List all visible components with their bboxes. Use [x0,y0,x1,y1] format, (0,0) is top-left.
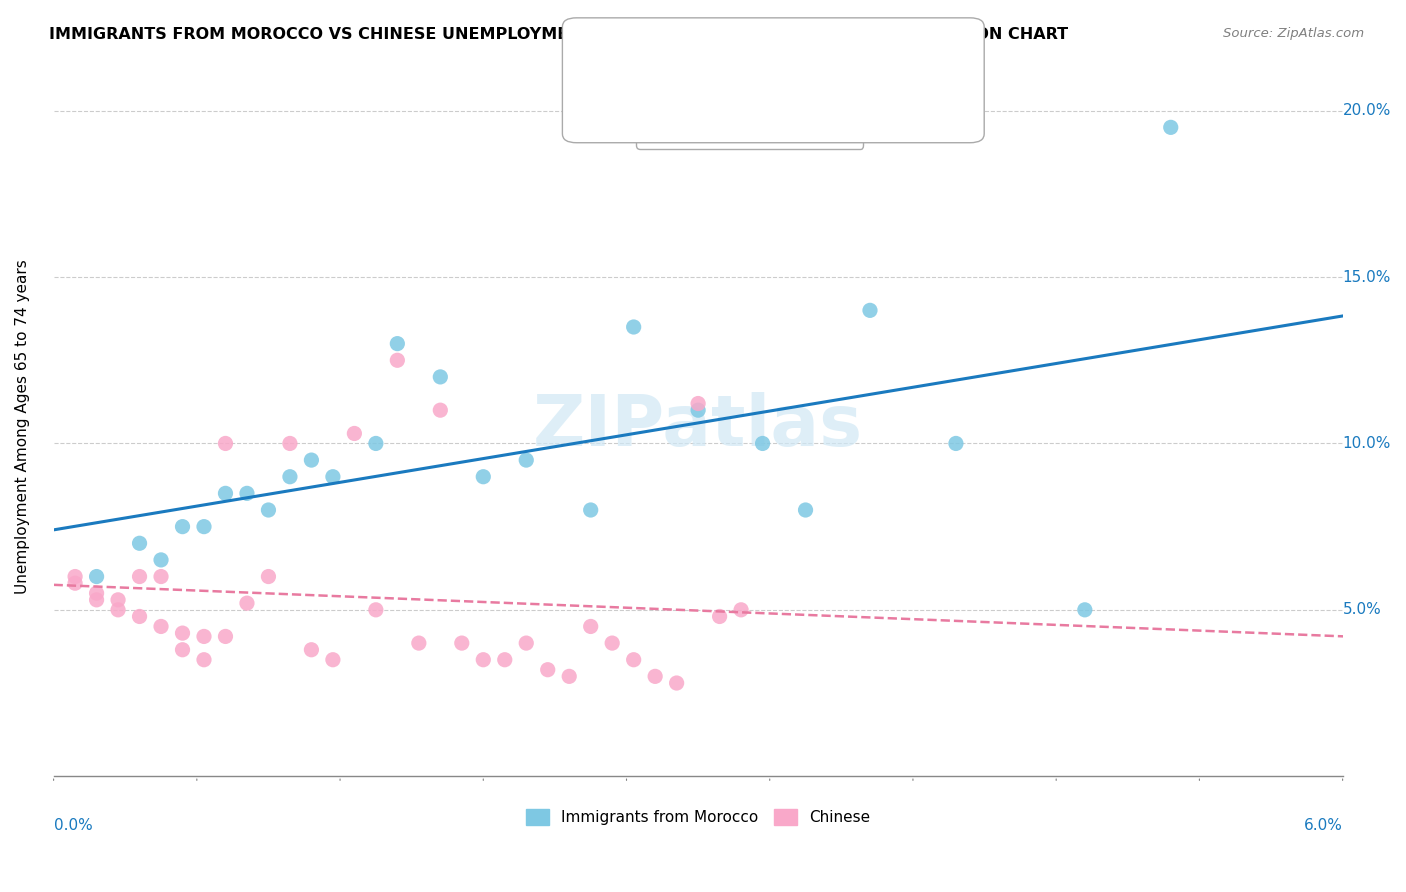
Point [751,436,773,450]
Point [322,469,344,483]
Point [299,453,322,467]
Text: IMMIGRANTS FROM MOROCCO VS CHINESE UNEMPLOYMENT AMONG AGES 65 TO 74 YEARS CORREL: IMMIGRANTS FROM MOROCCO VS CHINESE UNEMP… [49,27,1069,42]
Point [63,569,86,583]
Point [688,396,710,410]
Point [236,596,259,610]
Point [450,636,472,650]
Point [193,653,215,667]
Point [257,569,280,583]
Point [214,486,236,500]
Point [278,436,301,450]
Point [172,642,194,657]
Point [193,519,215,533]
Point [709,609,731,624]
Point [644,669,666,683]
Point [150,619,173,633]
Point [429,370,451,384]
Point [579,503,602,517]
Point [472,653,495,667]
Point [537,663,560,677]
Point [128,609,150,624]
Text: 5.0%: 5.0% [1343,602,1381,617]
Point [128,536,150,550]
Point [579,619,602,633]
Point [408,636,430,650]
Point [387,353,409,368]
Text: 0.0%: 0.0% [53,818,93,833]
Point [558,669,581,683]
Point [278,469,301,483]
Point [257,503,280,517]
Point [794,503,817,517]
Point [86,592,108,607]
Text: 6.0%: 6.0% [1303,818,1343,833]
Point [1160,120,1182,135]
Text: ZIPatlas: ZIPatlas [533,392,863,461]
Point [429,403,451,417]
Point [236,486,259,500]
Text: 10.0%: 10.0% [1343,436,1391,451]
Legend: Immigrants from Morocco, Chinese: Immigrants from Morocco, Chinese [520,803,876,831]
Point [364,603,387,617]
Point [172,519,194,533]
Point [730,603,752,617]
Point [150,569,173,583]
Text: Source: ZipAtlas.com: Source: ZipAtlas.com [1223,27,1364,40]
Text: 20.0%: 20.0% [1343,103,1391,119]
Point [86,586,108,600]
Point [322,653,344,667]
Point [107,603,129,617]
Point [193,629,215,643]
Point [515,453,537,467]
Point [600,636,623,650]
Point [1074,603,1097,617]
Point [63,576,86,591]
Point [86,569,108,583]
Point [364,436,387,450]
Point [945,436,967,450]
Point [107,592,129,607]
Y-axis label: Unemployment Among Ages 65 to 74 years: Unemployment Among Ages 65 to 74 years [15,260,30,594]
Point [387,336,409,351]
Point [150,553,173,567]
Point [665,676,688,690]
Point [172,626,194,640]
Point [515,636,537,650]
Point [494,653,516,667]
Text: 15.0%: 15.0% [1343,269,1391,285]
Point [214,436,236,450]
Point [472,469,495,483]
Point [128,569,150,583]
Point [299,642,322,657]
Point [688,403,710,417]
Point [214,629,236,643]
Point [343,426,366,441]
Point [623,653,645,667]
Point [623,320,645,334]
Point [859,303,882,318]
